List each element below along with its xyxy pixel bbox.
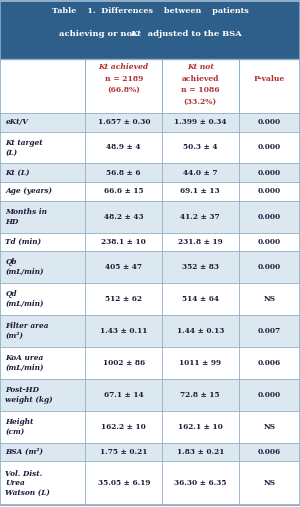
- Text: 1.399 ± 0.34: 1.399 ± 0.34: [174, 118, 226, 126]
- Text: 162.1 ± 10: 162.1 ± 10: [178, 423, 223, 431]
- Text: 1.44 ± 0.13: 1.44 ± 0.13: [177, 327, 224, 335]
- Text: 231.8 ± 19: 231.8 ± 19: [178, 238, 223, 246]
- Text: achieved: achieved: [182, 75, 219, 83]
- Bar: [0, 201, 300, 233]
- Text: 69.1 ± 13: 69.1 ± 13: [180, 188, 220, 195]
- Text: 67.1 ± 14: 67.1 ± 14: [104, 391, 144, 399]
- Text: Kt not: Kt not: [187, 63, 214, 71]
- Text: Height
(cm): Height (cm): [5, 418, 34, 436]
- Text: 1002 ± 86: 1002 ± 86: [103, 359, 145, 367]
- Text: NS: NS: [263, 480, 275, 487]
- Text: Vol. Dist.
Urea
Watson (L): Vol. Dist. Urea Watson (L): [5, 469, 50, 497]
- Text: 0.000: 0.000: [258, 118, 281, 126]
- Bar: [0, 251, 300, 283]
- Text: 56.8 ± 6: 56.8 ± 6: [106, 169, 141, 177]
- Text: Qb
(mL/min): Qb (mL/min): [5, 259, 44, 276]
- Text: BSA (m²): BSA (m²): [5, 448, 44, 456]
- Text: 238.1 ± 10: 238.1 ± 10: [101, 238, 146, 246]
- Bar: [0, 182, 300, 201]
- Bar: [0, 315, 300, 347]
- Bar: [0, 411, 300, 443]
- Text: 512 ± 62: 512 ± 62: [105, 295, 142, 303]
- Text: P-value: P-value: [254, 75, 285, 83]
- Bar: [0, 347, 300, 379]
- Text: Months in
HD: Months in HD: [5, 208, 47, 226]
- Bar: [0, 443, 300, 461]
- Bar: [0, 1, 300, 59]
- Text: 48.9 ± 4: 48.9 ± 4: [106, 143, 141, 152]
- Text: 35.05 ± 6.19: 35.05 ± 6.19: [98, 480, 150, 487]
- Text: 66.6 ± 15: 66.6 ± 15: [104, 188, 144, 195]
- Text: 72.8 ± 15: 72.8 ± 15: [180, 391, 220, 399]
- Bar: [0, 163, 300, 182]
- Text: Age (years): Age (years): [5, 188, 52, 195]
- Bar: [0, 131, 300, 163]
- Bar: [0, 283, 300, 315]
- Text: 0.000: 0.000: [258, 213, 281, 221]
- Text: Td (min): Td (min): [5, 238, 41, 246]
- Text: 0.000: 0.000: [258, 143, 281, 152]
- Bar: [0, 233, 300, 251]
- Text: 0.000: 0.000: [258, 169, 281, 177]
- Text: 0.000: 0.000: [258, 391, 281, 399]
- Bar: [0, 461, 300, 505]
- Bar: [0, 113, 300, 131]
- Text: n = 2189: n = 2189: [105, 75, 143, 83]
- Text: 162.2 ± 10: 162.2 ± 10: [101, 423, 146, 431]
- Text: 41.2 ± 37: 41.2 ± 37: [180, 213, 220, 221]
- Text: 1011 ± 99: 1011 ± 99: [179, 359, 221, 367]
- Text: 0.000: 0.000: [258, 263, 281, 271]
- Text: 48.2 ± 43: 48.2 ± 43: [104, 213, 144, 221]
- Text: 405 ± 47: 405 ± 47: [105, 263, 142, 271]
- Text: 44.0 ± 7: 44.0 ± 7: [183, 169, 218, 177]
- Text: n = 1086: n = 1086: [181, 86, 220, 94]
- Text: 1.75 ± 0.21: 1.75 ± 0.21: [100, 448, 147, 456]
- Text: Post-HD
weight (kg): Post-HD weight (kg): [5, 386, 53, 404]
- Text: Filter area
(m²): Filter area (m²): [5, 322, 49, 340]
- Text: 0.000: 0.000: [258, 238, 281, 246]
- Text: (33.2%): (33.2%): [184, 98, 217, 106]
- Text: Kt target
(L): Kt target (L): [5, 138, 43, 156]
- Text: Qd
(mL/min): Qd (mL/min): [5, 290, 44, 308]
- Text: Kt: Kt: [130, 30, 142, 39]
- Text: 1.83 ± 0.21: 1.83 ± 0.21: [177, 448, 224, 456]
- Text: 36.30 ± 6.35: 36.30 ± 6.35: [174, 480, 226, 487]
- Text: 0.006: 0.006: [258, 359, 281, 367]
- Text: 0.006: 0.006: [258, 448, 281, 456]
- Text: NS: NS: [263, 423, 275, 431]
- Text: 352 ± 83: 352 ± 83: [182, 263, 219, 271]
- Text: 1.657 ± 0.30: 1.657 ± 0.30: [98, 118, 150, 126]
- Text: 0.007: 0.007: [258, 327, 281, 335]
- Text: 1.43 ± 0.11: 1.43 ± 0.11: [100, 327, 147, 335]
- Text: achieving or not    adjusted to the BSA: achieving or not adjusted to the BSA: [58, 30, 242, 39]
- Text: (66.8%): (66.8%): [107, 86, 140, 94]
- Text: eKt/V: eKt/V: [5, 118, 28, 126]
- Text: 50.3 ± 4: 50.3 ± 4: [183, 143, 218, 152]
- Text: 0.000: 0.000: [258, 188, 281, 195]
- Bar: [0, 59, 300, 113]
- Text: Kt (L): Kt (L): [5, 169, 30, 177]
- Text: Kt achieved: Kt achieved: [99, 63, 149, 71]
- Text: Table    1.  Differences    between    patients: Table 1. Differences between patients: [52, 7, 248, 15]
- Text: KoA urea
(mL/min): KoA urea (mL/min): [5, 354, 44, 372]
- Text: NS: NS: [263, 295, 275, 303]
- Text: 514 ± 64: 514 ± 64: [182, 295, 219, 303]
- Bar: [0, 379, 300, 411]
